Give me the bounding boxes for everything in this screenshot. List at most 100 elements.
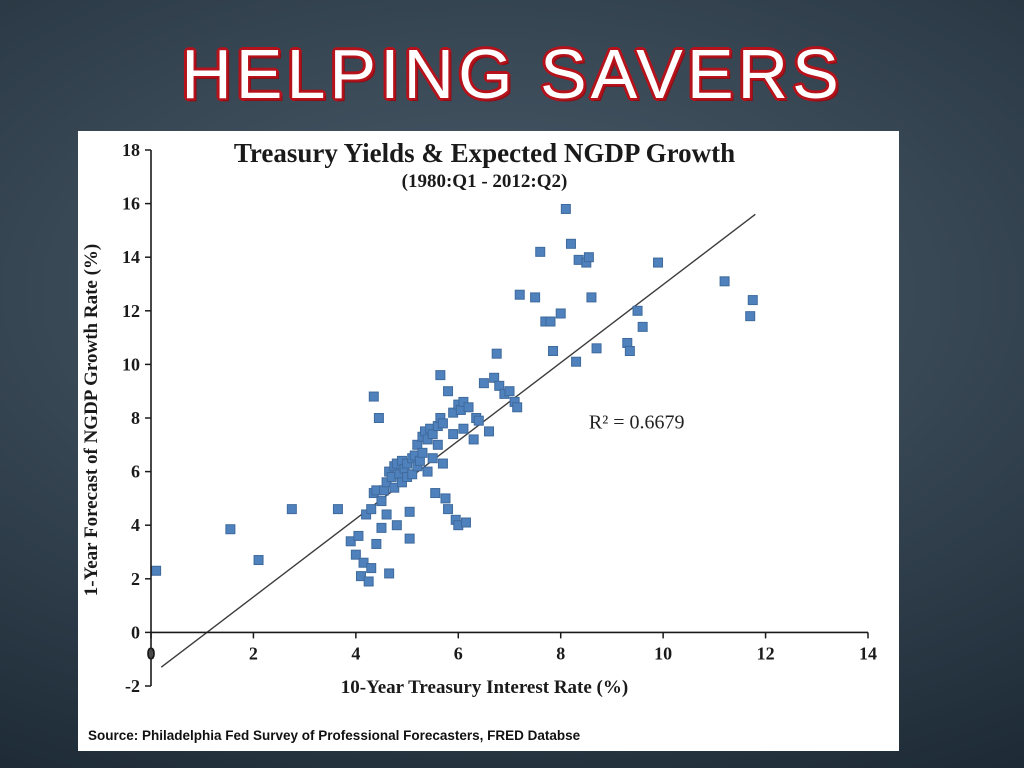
scatter-point bbox=[345, 536, 356, 547]
scatter-point bbox=[427, 429, 438, 440]
y-tick-label: 16 bbox=[122, 194, 140, 214]
scatter-point bbox=[624, 346, 635, 356]
scatter-point bbox=[376, 522, 387, 533]
scatter-point bbox=[458, 423, 469, 434]
scatter-point bbox=[371, 538, 382, 549]
scatter-point bbox=[430, 488, 441, 499]
scatter-point bbox=[355, 571, 366, 582]
scatter-point bbox=[448, 429, 459, 440]
scatter-point bbox=[368, 391, 379, 402]
chart-title: Treasury Yields & Expected NGDP Growth bbox=[234, 138, 735, 168]
scatter-point bbox=[373, 413, 384, 423]
x-tick-label: 0 bbox=[147, 643, 156, 663]
x-tick-label: 8 bbox=[556, 643, 565, 663]
scatter-point bbox=[494, 380, 505, 391]
scatter-point bbox=[653, 257, 664, 268]
scatter-point bbox=[443, 504, 454, 515]
scatter-point bbox=[376, 496, 387, 507]
scatter-point bbox=[484, 426, 495, 437]
scatter-point bbox=[719, 276, 730, 287]
scatter-point bbox=[504, 386, 515, 397]
scatter-point bbox=[583, 252, 594, 263]
scatter-point bbox=[151, 565, 162, 576]
scatter-point bbox=[560, 203, 571, 214]
scatter-chart: 0 2 4 6 8 10 12 14 -2 0 2 4 6 8 10 12 14 16 18 Treasury Yie… bbox=[81, 138, 877, 698]
scatter-point bbox=[489, 372, 500, 383]
y-tick-label: 4 bbox=[131, 515, 140, 535]
scatter-point bbox=[412, 439, 423, 450]
scatter-point bbox=[391, 520, 402, 531]
scatter-point bbox=[253, 555, 264, 566]
scatter-point bbox=[332, 504, 343, 515]
scatter-point bbox=[478, 378, 489, 389]
scatter-point bbox=[361, 509, 372, 520]
scatter-point bbox=[366, 563, 377, 574]
scatter-point bbox=[422, 466, 433, 477]
scatter-point bbox=[460, 517, 471, 528]
scatter-point bbox=[491, 348, 502, 359]
scatter-point bbox=[404, 533, 415, 544]
trend-line bbox=[160, 213, 756, 668]
scatter-point bbox=[555, 308, 566, 319]
scatter-point bbox=[404, 506, 415, 517]
scatter-point bbox=[437, 458, 448, 469]
scatter-point bbox=[225, 524, 236, 535]
scatter-point bbox=[637, 321, 648, 332]
scatter-point bbox=[548, 346, 559, 356]
scatter-point bbox=[384, 568, 395, 579]
scatter-point bbox=[437, 418, 448, 429]
chart-panel: 0 2 4 6 8 10 12 14 -2 0 2 4 6 8 10 12 14 16 18 Treasury Yie… bbox=[78, 131, 899, 751]
scatter-point bbox=[417, 447, 428, 458]
scatter-point bbox=[443, 386, 454, 397]
y-tick-label: -2 bbox=[125, 676, 140, 696]
x-tick-label: 10 bbox=[654, 643, 672, 663]
scatter-point bbox=[535, 246, 546, 257]
scatter-point bbox=[427, 453, 438, 464]
scatter-point bbox=[432, 439, 443, 450]
x-tick-label: 4 bbox=[351, 643, 360, 663]
scatter-point bbox=[745, 311, 756, 322]
scatter-point bbox=[591, 343, 602, 354]
y-tick-label: 10 bbox=[122, 354, 140, 374]
y-tick-label: 0 bbox=[131, 622, 140, 642]
scatter-point bbox=[468, 434, 479, 445]
scatter-point bbox=[366, 504, 377, 515]
scatter-point bbox=[422, 434, 433, 445]
y-tick-label: 12 bbox=[122, 301, 140, 321]
slide-title: HELPING SAVERS bbox=[181, 35, 843, 113]
scatter-point bbox=[381, 509, 392, 520]
x-tick-label: 6 bbox=[454, 643, 463, 663]
scatter-point bbox=[435, 370, 446, 381]
scatter-point bbox=[463, 402, 474, 413]
x-tick-label: 12 bbox=[757, 643, 775, 663]
scatter-point bbox=[632, 305, 643, 316]
scatter-point bbox=[586, 292, 597, 303]
scatter-point bbox=[565, 238, 576, 249]
scatter-point bbox=[350, 549, 361, 560]
scatter-point bbox=[530, 292, 541, 303]
chart-subtitle: (1980:Q1 - 2012:Q2) bbox=[402, 171, 568, 192]
scatter-point bbox=[358, 557, 369, 568]
scatter-point bbox=[381, 477, 392, 488]
y-tick-label: 18 bbox=[122, 140, 140, 160]
scatter-point bbox=[571, 356, 582, 367]
y-axis-label: 1-Year Forecast of NGDP Growth Rate (%) bbox=[81, 244, 102, 596]
scatter-point bbox=[389, 482, 400, 493]
scatter-point bbox=[473, 415, 484, 426]
scatter-point bbox=[407, 469, 418, 480]
scatter-point bbox=[512, 402, 523, 413]
scatter-point bbox=[458, 396, 469, 407]
scatter-point bbox=[363, 576, 374, 587]
source-text: Source: Philadelphia Fed Survey of Profe… bbox=[88, 728, 581, 743]
scatter-point bbox=[545, 316, 556, 327]
r-squared-annotation: R² = 0.6679 bbox=[589, 412, 685, 434]
scatter-point bbox=[396, 477, 407, 488]
scatter-point bbox=[514, 289, 525, 300]
scatter-point bbox=[286, 504, 297, 515]
y-tick-label: 14 bbox=[122, 247, 140, 267]
x-axis-label: 10-Year Treasury Interest Rate (%) bbox=[341, 677, 628, 698]
y-tick-label: 2 bbox=[131, 569, 140, 589]
scatter-point bbox=[353, 530, 364, 541]
scatter-point bbox=[440, 493, 451, 504]
